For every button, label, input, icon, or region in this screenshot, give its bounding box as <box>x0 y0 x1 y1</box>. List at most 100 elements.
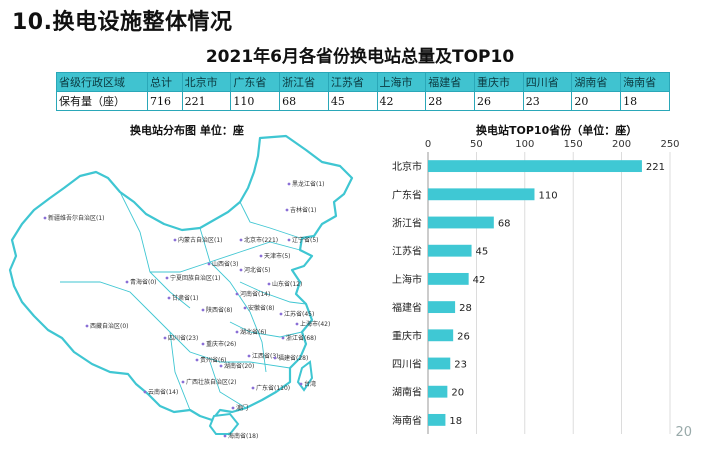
map-marker-dot <box>143 390 147 394</box>
map-label: 江苏省(45) <box>284 310 314 318</box>
map-marker-dot <box>235 292 239 296</box>
data-label: 23 <box>454 360 467 371</box>
main-title: 2021年6月各省份换电站总量及TOP10 <box>205 47 515 67</box>
category-label: 江苏省 <box>392 245 422 258</box>
category-label: 北京市 <box>392 160 422 173</box>
map-label: 北京市(221) <box>244 236 278 244</box>
map-label: 内蒙古自治区(1) <box>178 236 223 244</box>
category-label: 浙江省 <box>392 217 422 230</box>
table-header-cell: 江苏省 <box>327 72 378 92</box>
table-header-cell: 总计 <box>147 72 183 92</box>
map-marker-dot <box>287 238 291 242</box>
data-label: 45 <box>476 247 489 258</box>
page-number: 20 <box>675 425 692 440</box>
map-marker-dot <box>231 406 235 410</box>
section-title: 10.换电设施整体情况 <box>12 10 233 35</box>
bar-4 <box>428 244 472 257</box>
map-label: 重庆市(26) <box>206 340 236 348</box>
table-header-cell: 上海市 <box>376 72 427 92</box>
table-value-cell: 20 <box>571 91 622 111</box>
map-label: 西藏自治区(0) <box>90 322 129 330</box>
map-label: 吉林省(1) <box>290 206 317 214</box>
table-value-cell: 18 <box>620 91 670 111</box>
map-marker-dot <box>173 238 177 242</box>
table-header-cell: 浙江省 <box>279 72 329 92</box>
map-label: 江西省(3) <box>252 352 279 360</box>
category-label: 四川省 <box>392 358 422 371</box>
table-value-cell: 26 <box>473 91 524 111</box>
bar-8 <box>428 357 451 370</box>
map-label: 天津市(5) <box>264 252 291 260</box>
table-value-cell: 42 <box>376 91 427 111</box>
map-marker-dot <box>195 358 199 362</box>
category-label: 湖南省 <box>392 386 422 399</box>
bar-3 <box>428 216 494 229</box>
map-label: 广西壮族自治区(2) <box>186 378 237 386</box>
map-marker-dot <box>243 306 247 310</box>
chart-bars <box>428 160 642 426</box>
map-marker-dot <box>299 382 303 386</box>
map-label: 河南省(14) <box>240 290 270 298</box>
map-label: 浙江省(68) <box>286 334 316 342</box>
map-marker-dot <box>259 254 263 258</box>
chart-title: 换电站TOP10省份（单位：座） <box>476 124 638 137</box>
top10-bar-chart: 0 50 100 150 200 250 北京市广东省浙江省江苏省上海市福建省重庆市四川省… <box>392 139 680 434</box>
map-label: 台湾 <box>304 380 316 388</box>
table-header-cell: 广东省 <box>230 72 281 92</box>
map-marker-dot <box>239 268 243 272</box>
table-value-cell: 保有量（座） <box>55 91 149 111</box>
data-label: 20 <box>451 388 464 399</box>
map-marker-dot <box>235 330 239 334</box>
table-header-cell: 福建省 <box>425 72 475 92</box>
map-label: 陕西省(8) <box>206 306 233 314</box>
hainan-island <box>208 412 240 435</box>
map-marker-dot <box>43 216 47 220</box>
map-label: 广东省(110) <box>256 384 290 392</box>
map-label: 黑龙江省(1) <box>292 180 325 188</box>
station-count-table: 省级行政区域 总计 北京市 广东省 浙江省 江苏省 上海市 福建省 重庆市 四川… <box>55 72 670 111</box>
x-tick-label: 0 <box>425 139 431 150</box>
table-value-cell: 45 <box>327 91 378 111</box>
category-label: 上海市 <box>392 273 422 286</box>
map-label: 福建省(28) <box>278 354 308 362</box>
table-header-row: 省级行政区域 总计 北京市 广东省 浙江省 江苏省 上海市 福建省 重庆市 四川… <box>55 72 670 92</box>
bar-2 <box>428 188 535 201</box>
map-label: 湖南省(20) <box>224 362 254 370</box>
map-label: 辽宁省(5) <box>292 236 319 244</box>
data-label: 221 <box>646 162 665 173</box>
table-header-cell: 海南省 <box>620 72 670 92</box>
map-marker-dot <box>125 280 129 284</box>
map-label: 河北省(5) <box>244 266 271 274</box>
map-label: 山西省(3) <box>212 260 239 268</box>
bar-10 <box>428 413 446 426</box>
map-marker-dot <box>201 308 205 312</box>
x-tick-label: 150 <box>564 139 583 150</box>
bar-9 <box>428 385 448 398</box>
chart-x-axis: 0 50 100 150 200 250 <box>425 139 680 150</box>
chart-data-labels: 221 110 68 45 42 28 26 23 20 18 <box>449 162 665 427</box>
map-marker-dot <box>267 282 271 286</box>
map-label: 山东省(12) <box>272 280 302 288</box>
bar-1 <box>428 160 642 173</box>
x-tick-label: 50 <box>470 139 483 150</box>
map-marker-dot <box>85 324 89 328</box>
data-label: 18 <box>449 416 462 427</box>
table-value-cell: 68 <box>279 91 329 111</box>
map-label: 甘肃省(1) <box>172 294 199 302</box>
map-label: 新疆维吾尔自治区(1) <box>48 214 105 222</box>
map-label: 湖北省(6) <box>240 328 267 336</box>
map-label: 宁夏回族自治区(1) <box>170 274 221 282</box>
category-label: 广东省 <box>392 188 422 201</box>
map-markers: 黑龙江省(1) 吉林省(1) 新疆维吾尔自治区(1) 内蒙古自治区(1) 北京市… <box>43 180 330 440</box>
map-marker-dot <box>295 322 299 326</box>
map-marker-dot <box>219 364 223 368</box>
x-tick-label: 250 <box>660 139 679 150</box>
map-marker-dot <box>223 434 227 438</box>
map-marker-dot <box>167 296 171 300</box>
bar-6 <box>428 301 456 314</box>
map-label: 云南省(14) <box>148 388 178 396</box>
map-label: 青海省(0) <box>130 278 157 286</box>
data-label: 68 <box>498 219 511 230</box>
map-label: 安徽省(8) <box>248 304 275 312</box>
